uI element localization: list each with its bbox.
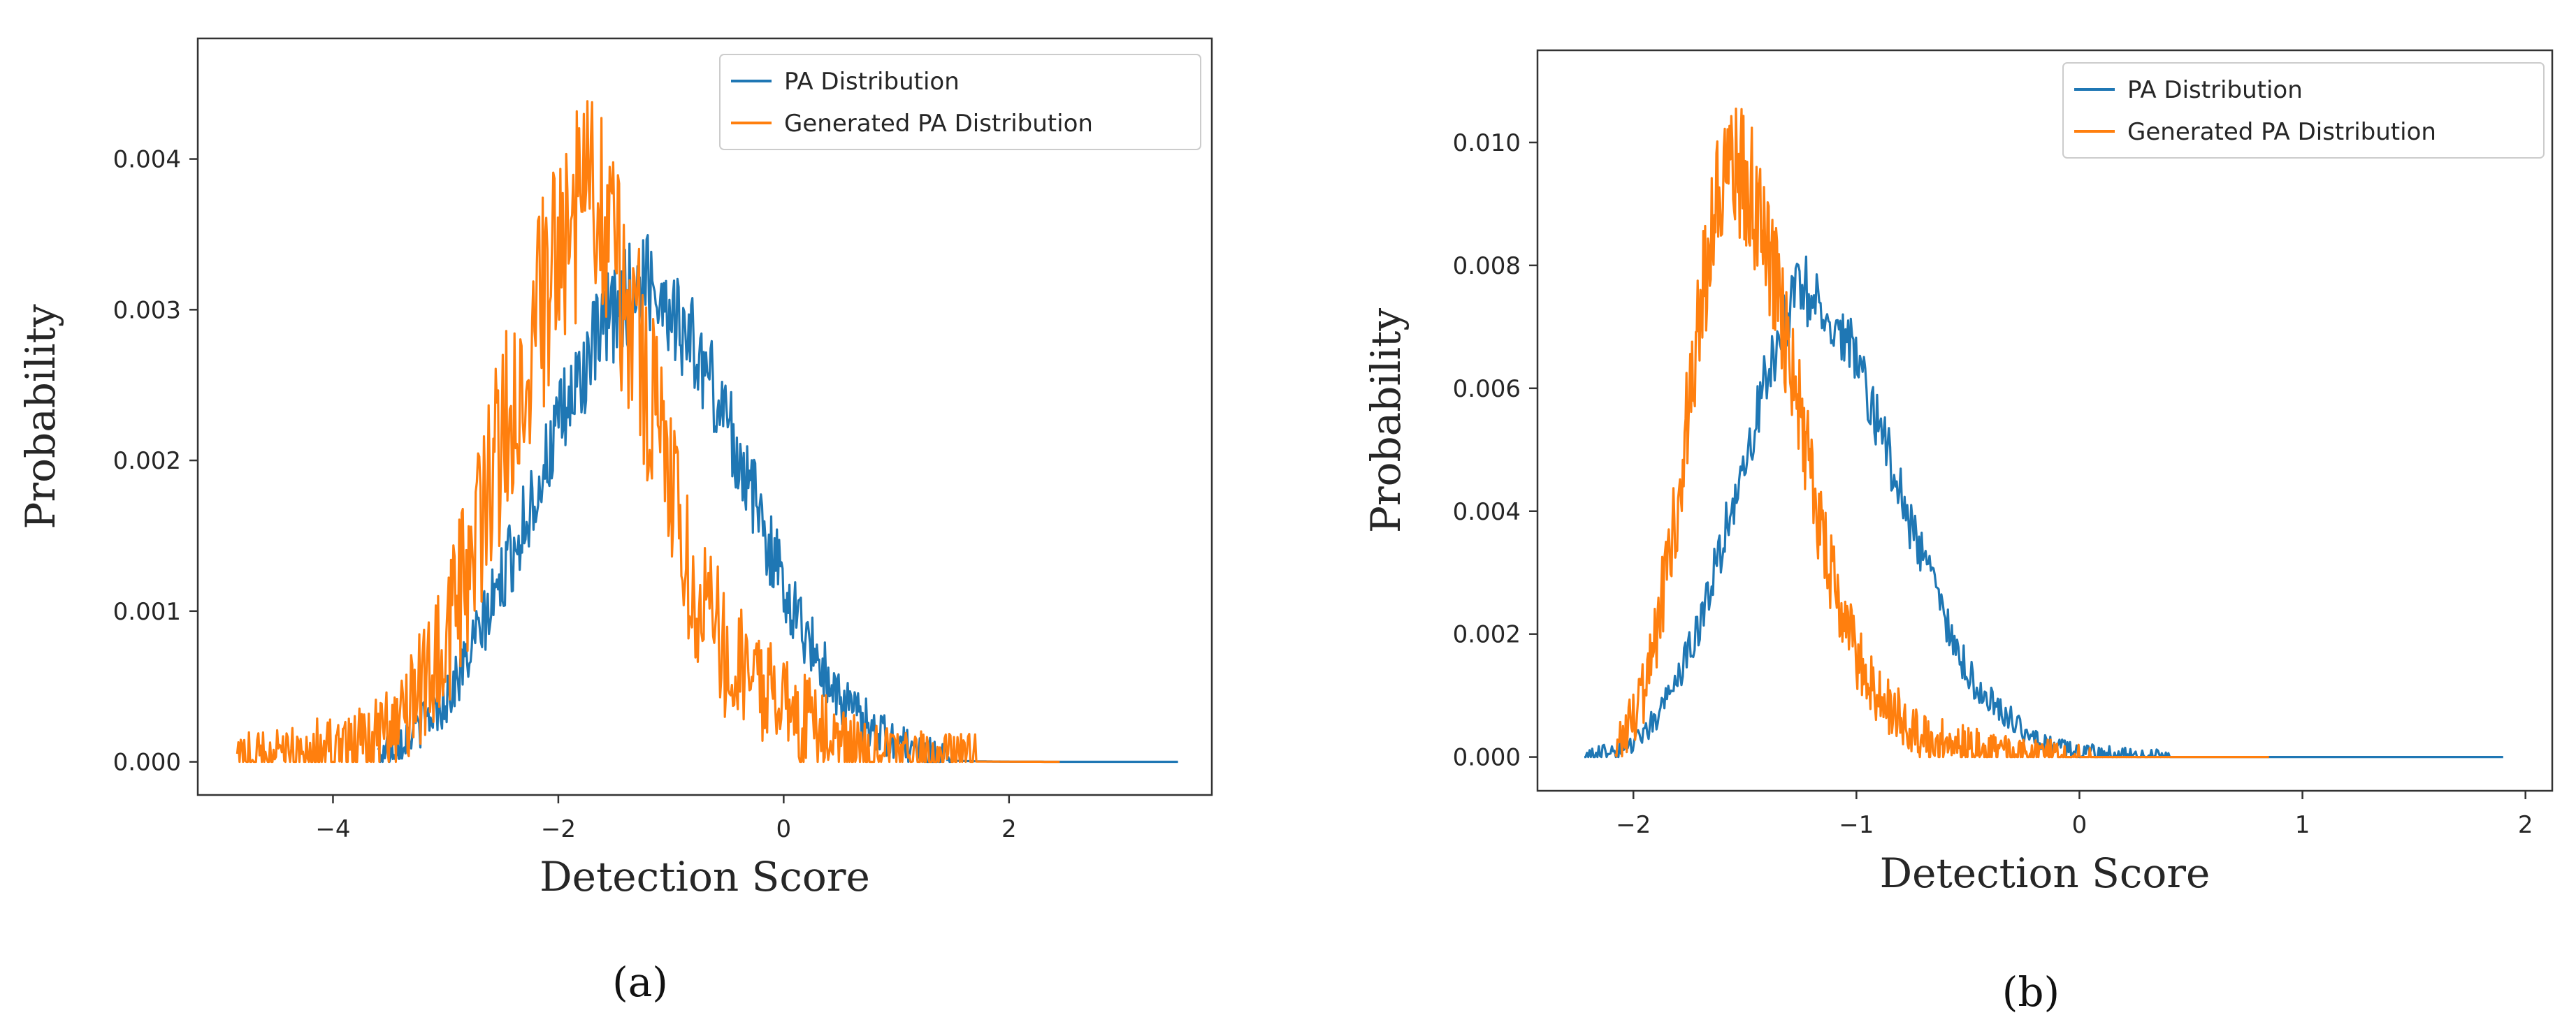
- y-tick-label: 0.004: [1453, 498, 1521, 526]
- y-tick-label: 0.010: [1453, 129, 1521, 157]
- y-tick-label: 0.006: [1453, 375, 1521, 403]
- panel-b: −2 −1 0 1 2 0.000 0.002 0.004 0.006 0.008 0.010 Det…: [1362, 49, 2554, 1016]
- x-tick-label: 0: [2072, 811, 2087, 839]
- plot-area: [236, 100, 1178, 764]
- plot-area: [1584, 108, 2503, 759]
- y-axis-title: Probability: [17, 304, 64, 529]
- y-tick-label: 0.002: [113, 447, 181, 475]
- y-tick-label: 0.000: [113, 749, 181, 777]
- axes-frame: [196, 37, 1213, 796]
- x-axis-title: Detection Score: [540, 853, 870, 900]
- series-line-generated-pa-distribution: [1614, 108, 2269, 759]
- x-tick-label: −1: [1839, 811, 1874, 839]
- x-tick-label: 2: [2518, 811, 2533, 839]
- x-axis-title: Detection Score: [1880, 849, 2210, 897]
- x-tick-label: −2: [1616, 811, 1651, 839]
- x-tick-label: 0: [776, 815, 792, 843]
- legend-box: [719, 54, 1201, 150]
- y-tick-label: 0.002: [1453, 621, 1521, 649]
- legend-entry-label: PA Distribution: [2127, 76, 2303, 104]
- legend-box: [2062, 62, 2545, 159]
- series-line-generated-pa-distribution: [236, 100, 1060, 764]
- x-tick-label: −2: [541, 815, 576, 843]
- x-tick-label: 1: [2295, 811, 2310, 839]
- x-tick-label: 2: [1001, 815, 1017, 843]
- panel-caption: (a): [612, 958, 668, 1006]
- x-tick-label: −4: [315, 815, 350, 843]
- legend: PA Distribution Generated PA Distribution: [2062, 62, 2545, 159]
- y-tick-label: 0.008: [1453, 252, 1521, 280]
- legend: PA Distribution Generated PA Distribution: [719, 54, 1201, 150]
- legend-entry-label: Generated PA Distribution: [2127, 118, 2436, 146]
- legend-entry-label: PA Distribution: [784, 68, 960, 96]
- y-axis-title: Probability: [1362, 308, 1410, 533]
- axes-frame: [1536, 49, 2554, 792]
- y-tick-label: 0.003: [113, 296, 181, 324]
- y-tick-label: 0.004: [113, 146, 181, 174]
- y-tick-label: 0.001: [113, 598, 181, 626]
- panel-a: −4 −2 0 2 0.000 0.001 0.002 0.003 0.004 Detection…: [17, 37, 1213, 1006]
- legend-entry-label: Generated PA Distribution: [784, 110, 1093, 138]
- panel-caption: (b): [2002, 968, 2060, 1016]
- y-tick-label: 0.000: [1453, 744, 1521, 772]
